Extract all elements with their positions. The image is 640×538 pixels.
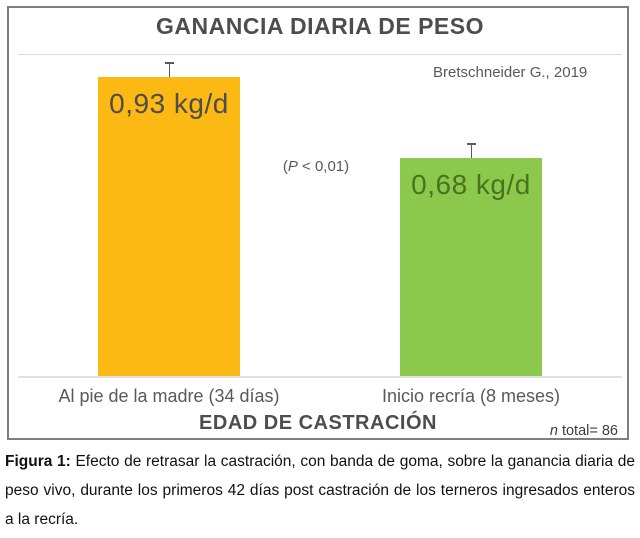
category-label-madre: Al pie de la madre (34 días) [58, 386, 280, 406]
figure-caption: Figura 1: Efecto de retrasar la castraci… [5, 447, 635, 534]
n-note-symbol: n [549, 423, 558, 439]
error-bar-icon [466, 143, 476, 158]
error-bar-icon [164, 62, 174, 77]
bar-value-label: 0,68 kg/d [411, 169, 531, 200]
p-note-open: ( [282, 158, 288, 175]
source-annotation: Bretschneider G., 2019 [433, 64, 588, 81]
caption-label: Figura 1: [5, 453, 71, 470]
p-value-annotation: (P < 0,01) [258, 158, 374, 175]
p-note-rest: < 0,01) [297, 158, 350, 175]
plot-top-gridline [18, 54, 622, 55]
plot-area: 0,93 kg/d 0,68 kg/d [18, 54, 622, 377]
bar-value-label: 0,93 kg/d [109, 88, 229, 119]
p-note-symbol: P [287, 158, 298, 175]
bar-al-pie-de-la-madre: 0,93 kg/d [98, 62, 240, 377]
x-axis-line [18, 376, 622, 378]
bar-inicio-recria: 0,68 kg/d [400, 143, 542, 377]
caption-text: Efecto de retrasar la castración, con ba… [5, 453, 635, 528]
chart-title: GANANCIA DIARIA DE PESO [156, 13, 484, 39]
n-note-rest: total= 86 [557, 423, 618, 439]
category-label-recria: Inicio recría (8 meses) [381, 386, 561, 406]
n-total-annotation: n total= 86 [550, 423, 618, 439]
x-axis-title: EDAD DE CASTRACIÓN [199, 412, 437, 434]
